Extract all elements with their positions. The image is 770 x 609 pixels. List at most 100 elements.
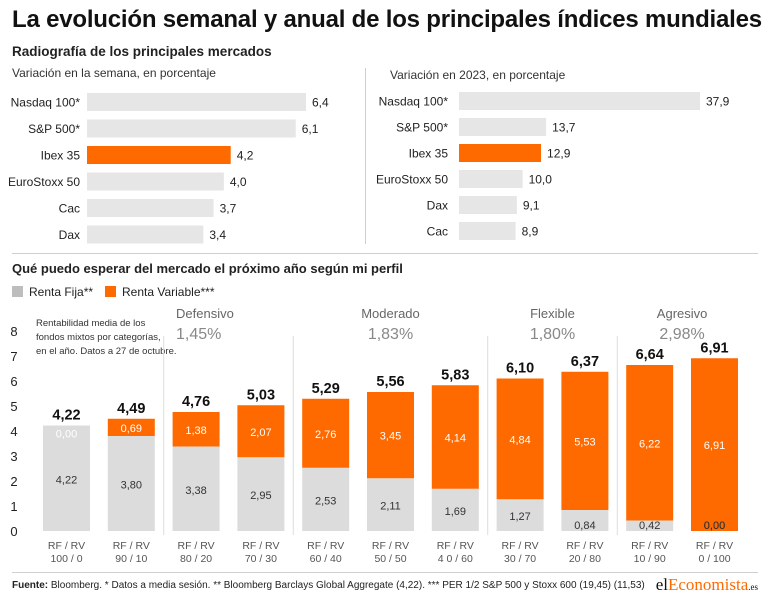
- rv-value-label: 0,69: [121, 423, 142, 435]
- logo-part1: el: [655, 575, 668, 594]
- rf-value-label: 2,11: [380, 501, 401, 513]
- weekly-value-label: 6,4: [312, 96, 329, 110]
- annual-bar: [459, 144, 542, 162]
- rv-bar: [172, 412, 220, 447]
- rf-bar: [43, 425, 90, 531]
- rv-value-label: 2,76: [315, 429, 336, 441]
- total-label: 6,37: [571, 354, 599, 370]
- annual-category-label: Cac: [427, 225, 448, 239]
- weekly-category-label: EuroStoxx 50: [8, 175, 80, 189]
- stacked-chart-title: Qué puedo esperar del mercado el próximo…: [12, 261, 403, 276]
- note-line: en el año. Datos a 27 de octubre.: [36, 346, 177, 357]
- rv-bar: [302, 398, 350, 468]
- rf-bar: [367, 478, 414, 531]
- x-label-line2: 100 / 0: [50, 553, 82, 565]
- x-label-line2: 70 / 30: [245, 553, 277, 565]
- rv-bar: [561, 371, 609, 510]
- annual-category-label: Ibex 35: [409, 147, 449, 161]
- legend-label: Renta Variable***: [122, 285, 215, 299]
- brand-logo: elEconomista.es: [656, 575, 758, 595]
- x-label-line1: RF / RV: [437, 540, 474, 552]
- rf-bar: [302, 467, 350, 531]
- x-label-line2: 80 / 20: [180, 553, 212, 565]
- x-label-line2: 90 / 10: [115, 553, 147, 565]
- rv-bar: [496, 378, 544, 500]
- x-label-line2: 0 / 100: [698, 553, 730, 565]
- profile-value: 1,80%: [530, 326, 575, 343]
- rv-bar: [691, 358, 738, 531]
- profile-name: Flexible: [530, 306, 575, 321]
- annual-bar: [459, 118, 547, 136]
- weekly-bar: [87, 119, 296, 138]
- weekly-category-label: S&P 500*: [28, 122, 80, 136]
- rf-value-label: 1,69: [445, 506, 466, 518]
- source-label: Fuente:: [12, 580, 49, 591]
- annual-category-label: S&P 500*: [396, 121, 448, 135]
- x-label-line1: RF / RV: [372, 540, 409, 552]
- total-label: 5,83: [441, 367, 469, 383]
- rf-value-label: 0,84: [574, 520, 595, 532]
- weekly-category-label: Dax: [59, 228, 80, 242]
- note-line: Rentabilidad media de los: [36, 318, 146, 329]
- total-label: 5,03: [247, 387, 275, 403]
- x-label-line2: 4 0 / 60: [438, 553, 473, 565]
- rf-bar: [431, 488, 479, 531]
- total-label: 6,10: [506, 361, 534, 377]
- total-label: 5,29: [312, 381, 340, 397]
- weekly-bar: [87, 93, 306, 111]
- rf-value-label: 0,42: [639, 520, 660, 532]
- annual-category-label: Dax: [427, 199, 448, 213]
- weekly-category-label: Ibex 35: [41, 149, 81, 163]
- x-label-line2: 10 / 90: [634, 553, 666, 565]
- profile-name: Agresivo: [657, 306, 708, 321]
- rf-bar: [626, 520, 674, 531]
- total-label: 6,91: [700, 340, 728, 356]
- rf-bar: [237, 457, 285, 531]
- rf-value-label: 2,53: [315, 495, 336, 507]
- x-label-line1: RF / RV: [696, 540, 733, 552]
- x-label-line1: RF / RV: [48, 540, 85, 552]
- y-tick-label: 1: [10, 499, 17, 514]
- legend-swatch: [12, 286, 23, 297]
- profile-value: 1,45%: [176, 326, 221, 343]
- rf-value-label: 1,27: [509, 511, 530, 523]
- weekly-bar: [87, 225, 204, 244]
- weekly-chart-title: Variación en la semana, en porcentaje: [12, 66, 216, 80]
- profile-name: Defensivo: [176, 306, 234, 321]
- rf-value-label: 3,80: [121, 480, 142, 492]
- rv-bar: [107, 418, 155, 436]
- weekly-bar: [87, 146, 231, 164]
- x-label-line2: 30 / 70: [504, 553, 536, 565]
- rv-value-label: 6,22: [639, 438, 660, 450]
- note-line: fondos mixtos por categorías,: [36, 332, 161, 343]
- rf-bar: [496, 499, 544, 531]
- annual-bar: [459, 196, 517, 214]
- rf-value-label: 4,22: [56, 474, 77, 486]
- weekly-value-label: 3,7: [220, 202, 237, 216]
- total-label: 6,64: [636, 347, 664, 363]
- x-label-line2: 50 / 50: [374, 553, 406, 565]
- annual-bar: [459, 222, 516, 240]
- profile-value: 1,83%: [368, 326, 413, 343]
- weekly-value-label: 6,1: [302, 122, 319, 136]
- rv-value-label: 6,91: [704, 440, 725, 452]
- weekly-category-label: Cac: [59, 202, 80, 216]
- profile-value: 2,98%: [659, 326, 704, 343]
- rf-value-label: 3,38: [185, 485, 206, 497]
- annual-category-label: Nasdaq 100*: [379, 95, 449, 109]
- annual-value-label: 13,7: [552, 121, 576, 135]
- x-label-line1: RF / RV: [502, 540, 539, 552]
- weekly-value-label: 4,0: [230, 175, 247, 189]
- x-label-line1: RF / RV: [566, 540, 603, 552]
- footer-separator: [12, 572, 758, 573]
- annual-value-label: 12,9: [547, 147, 571, 161]
- rv-value-label: 0,00: [56, 429, 77, 441]
- x-label-line1: RF / RV: [307, 540, 344, 552]
- y-tick-label: 7: [10, 349, 17, 364]
- annual-value-label: 10,0: [529, 173, 553, 187]
- rv-value-label: 2,07: [250, 427, 271, 439]
- chart-divider: [365, 68, 366, 244]
